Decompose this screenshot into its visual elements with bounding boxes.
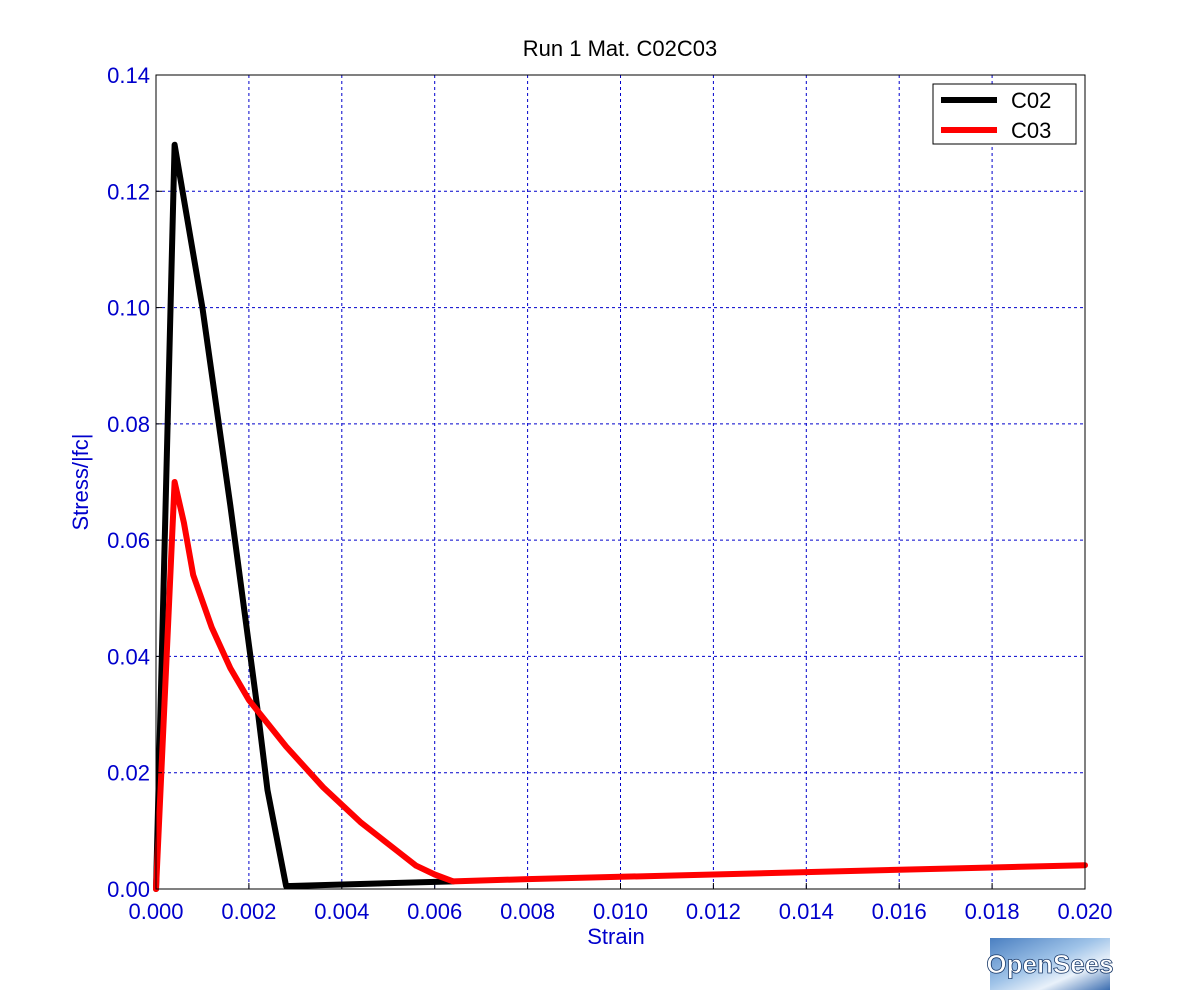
legend-label-c02: C02 — [1011, 88, 1051, 113]
y-tick-label: 0.10 — [107, 296, 150, 321]
y-tick-label: 0.02 — [107, 761, 150, 786]
x-tick-label: 0.006 — [407, 899, 462, 924]
y-tick-label: 0.14 — [107, 63, 150, 88]
x-tick-label: 0.008 — [500, 899, 555, 924]
x-tick-label: 0.000 — [128, 899, 183, 924]
y-tick-label: 0.04 — [107, 644, 150, 669]
data-series-layer — [153, 141, 1088, 892]
x-tick-label: 0.004 — [314, 899, 369, 924]
x-tick-label: 0.016 — [872, 899, 927, 924]
y-tick-label: 0.00 — [107, 877, 150, 902]
series-line-c03 — [153, 479, 1088, 892]
x-tick-label: 0.014 — [779, 899, 834, 924]
series-line-c02 — [153, 141, 457, 892]
chart-title: Run 1 Mat. C02C03 — [523, 36, 717, 61]
y-tick-label: 0.06 — [107, 528, 150, 553]
y-tick-label: 0.12 — [107, 179, 150, 204]
grid-lines — [156, 75, 1085, 889]
x-axis-ticks: 0.000 0.002 0.004 0.006 0.008 0.010 0.012 0.014… — [128, 883, 1113, 924]
logo-background — [990, 938, 1110, 990]
legend-label-c03: C03 — [1011, 118, 1051, 143]
legend: C02C03 — [932, 83, 1077, 145]
x-tick-label: 0.012 — [686, 899, 741, 924]
logo-text: OpenSees — [986, 949, 1113, 979]
y-tick-label: 0.08 — [107, 412, 150, 437]
y-axis-ticks: 0.00 0.02 0.04 0.06 0.08 0.10 0.12 0.14 — [107, 63, 162, 902]
x-axis-label: Strain — [587, 924, 644, 949]
x-tick-label: 0.002 — [221, 899, 276, 924]
y-axis-label: Stress/|fc| — [68, 433, 93, 530]
x-tick-label: 0.018 — [965, 899, 1020, 924]
legend-box — [932, 83, 1077, 145]
x-tick-label: 0.020 — [1057, 899, 1112, 924]
x-tick-label: 0.010 — [593, 899, 648, 924]
opensees-logo: OpenSees — [986, 938, 1114, 990]
